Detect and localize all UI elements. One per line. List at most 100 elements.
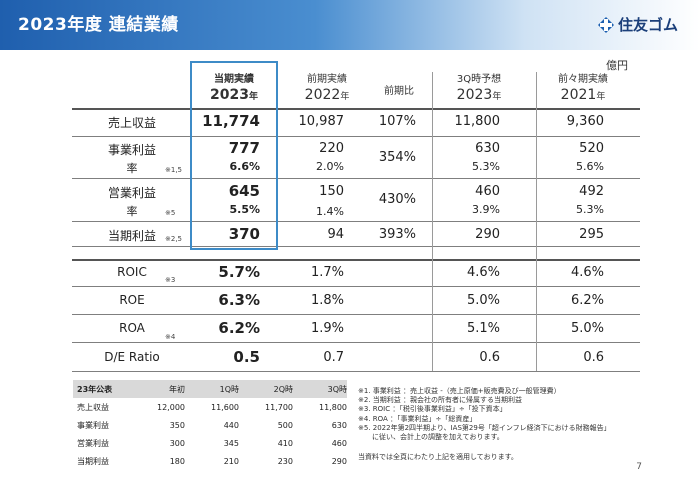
note-ref-net-profit: ※2,5 [165,235,182,243]
forecast-cell: 410 [277,438,293,448]
forecast-cell: 事業利益 [77,420,109,430]
footnote-4: ※4. ROA ：「事業利益」÷「総資産」 [358,414,477,423]
row-label-operating-margin: 率 [126,205,138,218]
col-header-current-year: 2023年 [192,87,276,103]
forecast-cell: 345 [223,438,239,448]
rule-ratio-top [72,259,640,261]
row-label-business-margin: 率 [126,162,138,175]
footnote-3: ※3. ROIC ：「税引後事業利益」÷「投下資本」 [358,405,507,414]
ratio-label-roa: ROA [119,321,145,335]
col-header-forecast-year-value: 2023 [456,87,493,103]
roa-prev: 1.9% [310,321,344,336]
de-prev2: 0.6 [583,350,604,365]
footnote-5-cont: に従い、会計上の調整を加えております。 [358,433,504,442]
forecast-header: 23年公表 [73,380,137,398]
net-profit-current: 370 [228,225,260,243]
forecast-table-header-row: 23年公表 年初 1Q時 2Q時 3Q時 [73,380,347,398]
forecast-header: 3Q時 [293,380,347,398]
logo-text: 住友ゴム [617,16,678,34]
sep-forecast [432,72,433,371]
row-label-business-profit: 事業利益 [107,143,156,157]
operating-margin-prev: 1.4% [316,205,344,218]
col-header-prev2: 前々期実績 2021年 [540,70,626,103]
roa-forecast: 5.1% [466,321,500,336]
forecast-cell: 350 [169,420,185,430]
note-ref-roic: ※3 [165,276,176,284]
col-header-current-year-suffix: 年 [248,92,258,102]
operating-profit-prev: 150 [319,184,344,199]
rule-4 [72,246,640,247]
forecast-table-row: 当期利益 180 210 230 290 [73,452,347,470]
sep-prev2 [536,72,537,371]
forecast-cell: 営業利益 [77,438,109,448]
col-header-current-year-value: 2023 [210,87,249,103]
business-profit-forecast: 630 [475,141,500,156]
revenue-yoy: 107% [378,114,416,129]
roe-prev2: 6.2% [570,293,604,308]
rule-2 [72,178,640,179]
operating-profit-current: 645 [228,182,260,200]
roic-prev: 1.7% [310,265,344,280]
rule-7 [72,342,640,343]
operating-margin-current: 5.5% [229,203,260,216]
roic-prev2: 4.6% [570,265,604,280]
business-profit-yoy: 354% [378,150,416,165]
rule-bottom [72,371,640,372]
forecast-cell: 440 [223,420,239,430]
net-profit-prev: 94 [327,227,344,242]
forecast-cell: 11,600 [211,402,239,412]
roe-current: 6.3% [218,291,260,309]
ratio-label-roe: ROE [119,293,145,307]
forecast-cell: 12,000 [157,402,185,412]
forecast-history-table: 23年公表 年初 1Q時 2Q時 3Q時 売上収益 12,000 11,600 … [73,380,347,470]
note-ref-operating-margin: ※5 [165,209,176,217]
forecast-cell: 当期利益 [77,456,109,466]
footnotes: ※1. 事業利益 ：売上収益 -（売上原価+販売費及び一般管理費） ※2. 当期… [358,387,611,442]
business-profit-current: 777 [228,139,260,157]
revenue-forecast: 11,800 [454,114,501,129]
row-label-net-profit: 当期利益 [107,229,156,243]
business-profit-prev2: 520 [579,141,604,156]
rule-5 [72,286,640,287]
col-header-prev-year: 2022年 [284,87,370,103]
operating-margin-prev2: 5.3% [576,203,604,216]
col-header-current: 当期実績 2023年 [192,70,276,103]
roic-forecast: 4.6% [466,265,500,280]
page-title: 2023年度 連結業績 [18,15,179,35]
forecast-cell: 180 [169,456,185,466]
operating-profit-yoy: 430% [378,192,416,207]
footer-note: 当資料では全頁にわたり上記を適用しております。 [358,453,518,461]
forecast-cell: 460 [331,438,347,448]
col-header-current-label: 当期実績 [214,74,254,85]
de-prev: 0.7 [323,350,344,365]
logo-mark-icon [597,16,614,33]
col-header-forecast-year-suffix: 年 [492,92,502,102]
net-profit-yoy: 393% [378,227,416,242]
ratio-label-roic: ROIC [117,265,147,279]
de-current: 0.5 [233,348,260,366]
col-header-prev-year-value: 2022 [304,87,341,103]
forecast-cell: 300 [169,438,185,448]
forecast-cell: 290 [331,456,347,466]
roe-prev: 1.8% [310,293,344,308]
col-header-prev2-year: 2021年 [540,87,626,103]
forecast-table-row: 営業利益 300 345 410 460 [73,434,347,452]
business-margin-prev: 2.0% [316,160,344,173]
col-header-yoy-label: 前期比 [384,86,414,97]
forecast-cell: 11,700 [265,402,293,412]
forecast-header: 2Q時 [239,380,293,398]
rule-1 [72,136,640,137]
forecast-cell: 230 [277,456,293,466]
header-banner: 2023年度 連結業績 住友ゴム [0,0,700,50]
business-margin-current: 6.6% [229,160,260,173]
col-header-prev: 前期実績 2022年 [284,70,370,103]
col-header-prev2-label: 前々期実績 [558,74,608,85]
page-number: 7 [636,462,642,472]
footnote-2: ※2. 当期利益 ：親会社の所有者に帰属する当期利益 [358,396,522,405]
operating-profit-forecast: 460 [475,184,500,199]
forecast-cell: 売上収益 [77,402,109,412]
rule-6 [72,314,640,315]
business-profit-prev: 220 [319,141,344,156]
revenue-current: 11,774 [202,112,260,130]
ratio-label-de: D/E Ratio [104,350,160,364]
